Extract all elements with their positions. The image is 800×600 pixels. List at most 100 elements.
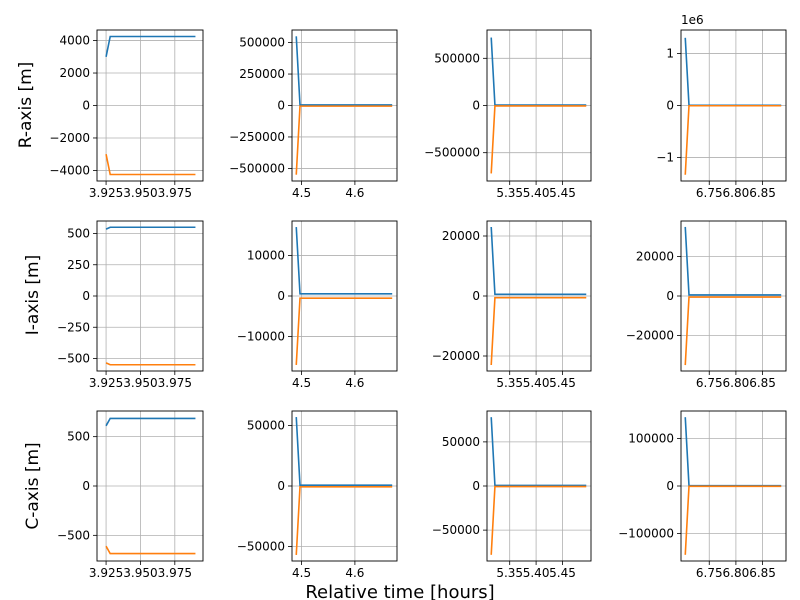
- y-tick-label-r0c0-4: 4000: [59, 34, 90, 48]
- subplot-r2c0: 3.925 3.950 3.975 −500 0 500: [57, 410, 204, 580]
- y-tick-label-r0c1-4: 500000: [239, 36, 285, 50]
- y-tick-label-r2c3-0: −100000: [618, 526, 674, 540]
- y-tick-label-r1c2-1: 0: [472, 289, 480, 303]
- y-tick-label-r1c1-2: 10000: [247, 248, 285, 262]
- y-tick-label-r2c0-0: −500: [57, 528, 90, 542]
- y-tick-label-r0c1-0: −500000: [229, 161, 285, 175]
- y-tick-label-r0c2-0: −500000: [424, 146, 480, 160]
- y-tick-label-r1c1-1: 0: [277, 289, 285, 303]
- x-tick-label-r0c0-2: 3.975: [158, 186, 192, 200]
- y-tick-label-r2c1-0: −50000: [237, 539, 285, 553]
- series-line-r1c0-0: [105, 226, 196, 230]
- series-line-r0c3-1: [684, 104, 782, 175]
- y-tick-label-r1c3-0: −20000: [626, 328, 674, 342]
- series-line-r0c1-0: [295, 36, 393, 106]
- y-tick-label-r0c0-2: 0: [82, 99, 90, 113]
- y-tick-label-r2c3-2: 100000: [628, 432, 674, 446]
- row-label-c-axis: C-axis [m]: [23, 442, 43, 529]
- series-line-r2c0-1: [105, 545, 196, 555]
- series-line-r2c0-0: [105, 417, 196, 427]
- x-tick-label-r0c3-2: 6.85: [749, 186, 776, 200]
- subplot-r2c1: 4.5 4.6 −50000 0 50000: [237, 410, 398, 580]
- y-tick-label-r0c0-0: −4000: [49, 163, 90, 177]
- x-tick-label-r2c2-2: 5.45: [549, 566, 576, 580]
- y-tick-label-r2c2-1: 0: [472, 479, 480, 493]
- x-tick-label-r0c1-1: 4.6: [345, 186, 364, 200]
- y-tick-label-r1c0-2: 0: [82, 289, 90, 303]
- x-tick-label-r1c1-0: 4.5: [292, 376, 311, 390]
- x-tick-label-r2c3-1: 6.80: [723, 566, 750, 580]
- x-tick-label-r2c3-2: 6.85: [749, 566, 776, 580]
- x-tick-label-r1c2-2: 5.45: [549, 376, 576, 390]
- x-tick-label-r2c0-1: 3.950: [123, 566, 157, 580]
- x-tick-label-r0c2-1: 5.40: [523, 186, 550, 200]
- subplot-r2c3: 6.75 6.80 6.85 −100000 0 100000: [618, 410, 787, 580]
- y-tick-label-r0c0-3: 2000: [59, 66, 90, 80]
- y-tick-label-r1c3-2: 20000: [636, 250, 674, 264]
- y-tick-label-r0c2-1: 0: [472, 99, 480, 113]
- subplot-r0c2: 5.35 5.40 5.45 −500000 0 500000: [424, 29, 592, 200]
- y-tick-label-r0c1-1: −250000: [229, 130, 285, 144]
- series-line-r1c2-0: [490, 226, 587, 296]
- series-line-r2c1-0: [295, 417, 393, 486]
- y-tick-label-r0c2-2: 500000: [434, 51, 480, 65]
- y-tick-label-r2c2-0: −50000: [432, 523, 480, 537]
- x-tick-label-r0c2-2: 5.45: [549, 186, 576, 200]
- x-tick-label-r2c1-1: 4.6: [345, 566, 364, 580]
- x-tick-label-r0c0-1: 3.950: [123, 186, 157, 200]
- y-tick-label-r0c3-0: −1: [656, 151, 674, 165]
- subplot-r1c3: 6.75 6.80 6.85 −20000 0 20000: [626, 220, 787, 390]
- y-tick-label-r2c1-2: 50000: [247, 419, 285, 433]
- x-tick-label-r0c3-0: 6.75: [696, 186, 723, 200]
- series-line-r2c2-0: [490, 417, 587, 487]
- x-tick-label-r0c1-0: 4.5: [292, 186, 311, 200]
- y-tick-label-r0c1-2: 0: [277, 99, 285, 113]
- x-tick-label-r0c2-0: 5.35: [496, 186, 523, 200]
- x-tick-label-r0c3-1: 6.80: [723, 186, 750, 200]
- subplot-r1c2: 5.35 5.40 5.45 −20000 0 20000: [432, 220, 592, 390]
- x-tick-label-r1c3-0: 6.75: [696, 376, 723, 390]
- y-tick-label-r1c0-3: 250: [67, 258, 90, 272]
- x-tick-label-r1c0-0: 3.925: [89, 376, 123, 390]
- series-line-r1c2-1: [490, 296, 587, 366]
- x-axis-label: Relative time [hours]: [305, 582, 494, 600]
- y-tick-label-r0c0-1: −2000: [49, 131, 90, 145]
- y-tick-label-r1c1-0: −10000: [237, 330, 285, 344]
- x-tick-label-r1c2-0: 5.35: [496, 376, 523, 390]
- subplot-r0c3: 6.75 6.80 6.85 −1 0 1 1e6: [656, 13, 787, 200]
- y-tick-label-r1c0-4: 500: [67, 227, 90, 241]
- series-line-r0c1-1: [295, 105, 393, 175]
- y-tick-label-r2c0-2: 500: [67, 430, 90, 444]
- series-line-r2c2-1: [490, 485, 587, 555]
- x-tick-label-r0c0-0: 3.925: [89, 186, 123, 200]
- x-tick-label-r1c3-1: 6.80: [723, 376, 750, 390]
- y-tick-label-r2c0-1: 0: [82, 479, 90, 493]
- y-tick-label-r1c0-0: −500: [57, 352, 90, 366]
- subplot-r1c0: 3.925 3.950 3.975 −500 −250 0 250 500: [57, 220, 204, 390]
- series-line-r1c1-1: [295, 297, 393, 365]
- y-tick-label-r0c3-2: 1: [666, 46, 674, 60]
- series-line-r2c3-1: [684, 485, 782, 555]
- x-tick-label-r2c0-2: 3.975: [158, 566, 192, 580]
- x-tick-label-r2c0-0: 3.925: [89, 566, 123, 580]
- x-tick-label-r2c2-0: 5.35: [496, 566, 523, 580]
- y-tick-label-r1c0-1: −250: [57, 320, 90, 334]
- x-tick-label-r1c2-1: 5.40: [523, 376, 550, 390]
- subplot-r2c2: 5.35 5.40 5.45 −50000 0 50000: [432, 410, 592, 580]
- x-tick-label-r1c0-2: 3.975: [158, 376, 192, 390]
- y-tick-label-r0c1-3: 250000: [239, 67, 285, 81]
- y-tick-label-r2c3-1: 0: [666, 479, 674, 493]
- row-label-i-axis: I-axis [m]: [23, 255, 43, 335]
- series-line-r1c0-1: [105, 362, 196, 366]
- series-line-r1c3-0: [684, 226, 782, 296]
- x-tick-label-r1c1-1: 4.6: [345, 376, 364, 390]
- series-line-r2c1-1: [295, 486, 393, 555]
- x-tick-label-r1c3-2: 6.85: [749, 376, 776, 390]
- subplot-r0c1: 4.5 4.6 −500000 −250000 0 250000 500000: [229, 29, 398, 200]
- series-line-r0c2-0: [490, 37, 587, 106]
- y-tick-label-r2c2-2: 50000: [442, 435, 480, 449]
- subplot-r1c1: 4.5 4.6 −10000 0 10000: [237, 220, 398, 390]
